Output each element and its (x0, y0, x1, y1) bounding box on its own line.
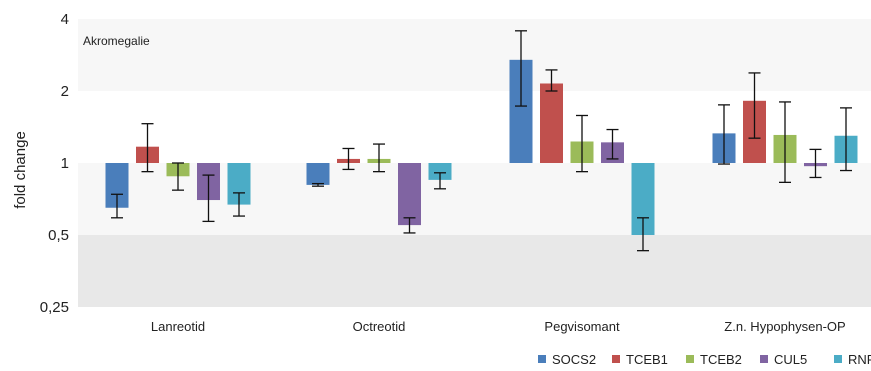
error-bar-tceb1 (342, 147, 355, 171)
bar-cul5 (398, 163, 421, 226)
y-tick-label: 2 (61, 83, 69, 100)
error-bar-cul5 (403, 217, 416, 234)
error-bar-rnf7 (233, 192, 245, 217)
bar-rnf7 (227, 163, 251, 205)
error-bar-socs2 (111, 193, 123, 219)
category-label: Pegvisomant (544, 319, 620, 334)
error-bar-tceb1 (141, 123, 154, 173)
y-tick-label: 0,25 (40, 299, 69, 316)
error-bar-socs2 (515, 30, 527, 107)
legend-swatch (686, 355, 694, 363)
y-axis-ticks: 4 2 1 0,5 0,25 (40, 11, 69, 316)
error-bar-tceb2 (172, 162, 184, 191)
error-bar-cul5 (606, 128, 619, 160)
plot-band (78, 91, 871, 163)
bar-rnf7 (631, 163, 655, 235)
legend-label: CUL5 (774, 352, 807, 367)
bar-rnf7 (428, 163, 452, 180)
error-bar-tceb1 (748, 72, 761, 139)
bar-socs2 (509, 59, 533, 164)
plot-band (78, 19, 871, 91)
chart-annotation: Akromegalie (83, 34, 150, 48)
error-bars (111, 30, 852, 252)
plot-band (78, 235, 871, 307)
y-tick-label: 0,5 (48, 227, 69, 244)
error-bar-tceb2 (779, 101, 791, 184)
legend-swatch (538, 355, 546, 363)
y-axis-label: fold change (12, 131, 29, 209)
error-bar-rnf7 (637, 217, 649, 252)
legend: SOCS2 TCEB1 TCEB2 CUL5 RNF7 (538, 352, 871, 367)
error-bar-tceb2 (576, 114, 588, 173)
error-bar-cul5 (202, 174, 215, 223)
plot-band (78, 163, 871, 235)
category-label: Z.n. Hypophysen-OP (724, 319, 845, 334)
y-tick-label: 4 (61, 11, 69, 28)
legend-swatch (612, 355, 620, 363)
bar-socs2 (105, 163, 129, 208)
bar-tceb1 (540, 83, 563, 163)
error-bar-rnf7 (434, 172, 446, 190)
legend-swatch (760, 355, 768, 363)
legend-label: TCEB2 (700, 352, 742, 367)
error-bar-rnf7 (840, 107, 852, 172)
bars (105, 59, 858, 235)
bar-socs2 (306, 163, 330, 185)
error-bar-socs2 (312, 182, 324, 187)
legend-swatch (834, 355, 842, 363)
error-bar-cul5 (809, 148, 822, 179)
y-tick-label: 1 (61, 155, 69, 172)
error-bar-socs2 (718, 104, 730, 165)
legend-label: RNF7 (848, 352, 871, 367)
error-bar-tceb1 (545, 69, 558, 92)
legend-label: TCEB1 (626, 352, 668, 367)
category-label: Octreotid (353, 319, 406, 334)
error-bar-tceb2 (373, 143, 385, 173)
category-label: Lanreotid (151, 319, 205, 334)
category-labels: Lanreotid Octreotid Pegvisomant Z.n. Hypoph… (151, 319, 846, 334)
legend-label: SOCS2 (552, 352, 596, 367)
plot-bands (78, 19, 871, 307)
